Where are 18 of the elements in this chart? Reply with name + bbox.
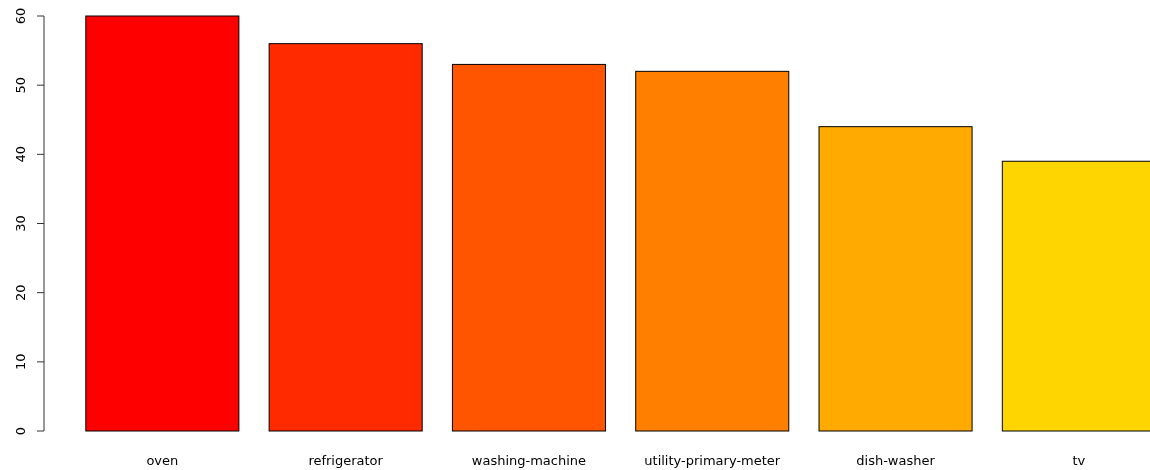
x-tick-label: dish-washer bbox=[856, 453, 936, 468]
x-tick-label: utility-primary-meter bbox=[644, 453, 781, 468]
y-tick-label: 40 bbox=[12, 146, 28, 163]
y-tick-label: 10 bbox=[12, 353, 28, 371]
y-tick-label: 20 bbox=[12, 284, 28, 301]
x-tick-label: washing-machine bbox=[471, 453, 587, 468]
bar bbox=[85, 15, 240, 432]
bar bbox=[818, 126, 973, 432]
x-tick-label: refrigerator bbox=[308, 453, 384, 468]
y-tick-label: 60 bbox=[12, 7, 28, 25]
x-tick-label: oven bbox=[146, 453, 179, 468]
y-tick-label: 50 bbox=[12, 76, 28, 94]
x-tick-label: tv bbox=[1072, 453, 1086, 468]
y-tick-label: 0 bbox=[12, 426, 28, 436]
bar bbox=[451, 63, 606, 432]
y-tick-label: 30 bbox=[12, 215, 28, 232]
bar bbox=[635, 70, 790, 432]
bar bbox=[268, 43, 423, 432]
